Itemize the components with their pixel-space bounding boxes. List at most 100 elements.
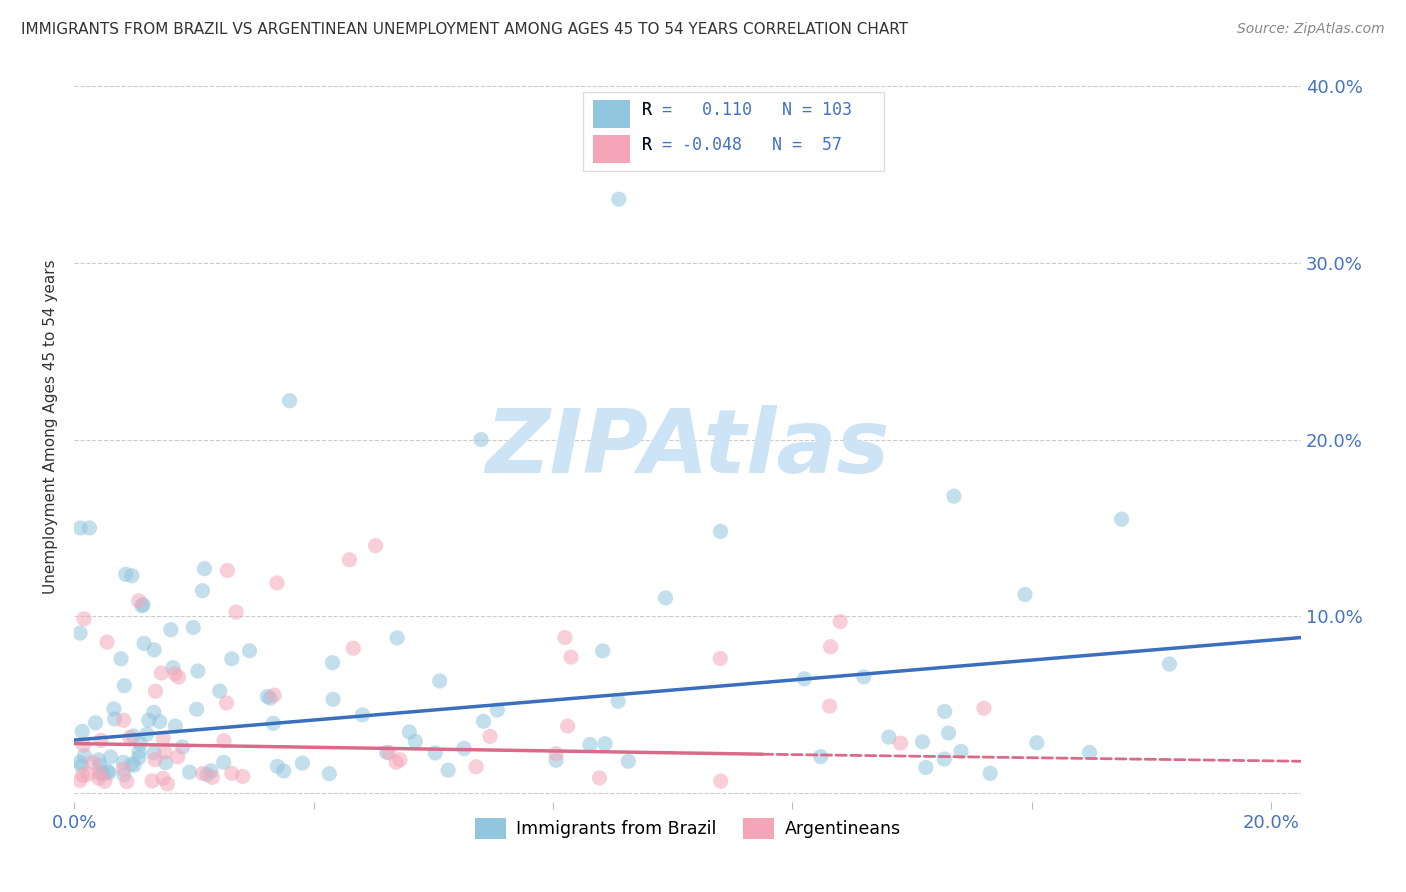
Point — [212, 733, 235, 747]
Point — [145, 684, 167, 698]
Point — [104, 712, 127, 726]
Point — [112, 762, 135, 776]
Point — [453, 741, 475, 756]
Point — [115, 774, 138, 789]
Point — [128, 594, 150, 608]
Point — [208, 684, 231, 698]
Point — [110, 652, 132, 666]
Point — [128, 745, 150, 759]
Point — [191, 766, 214, 780]
Point — [138, 713, 160, 727]
Bar — [593, 100, 630, 128]
Point — [278, 393, 301, 408]
Point — [89, 766, 111, 780]
Point — [593, 737, 616, 751]
Point — [200, 764, 222, 778]
Point — [820, 640, 842, 654]
Point — [465, 760, 488, 774]
Point — [135, 727, 157, 741]
Point — [425, 746, 447, 760]
Point — [852, 670, 875, 684]
Point — [266, 759, 288, 773]
Text: R =   0.110   N = 103: R = 0.110 N = 103 — [643, 101, 852, 119]
Point — [112, 714, 135, 728]
Text: R = -0.048   N =  57: R = -0.048 N = 57 — [643, 136, 842, 153]
Point — [131, 599, 153, 613]
Point — [77, 767, 100, 781]
Point — [165, 719, 187, 733]
Point — [557, 719, 579, 733]
Point — [156, 777, 179, 791]
Point — [607, 694, 630, 708]
Point — [546, 753, 568, 767]
Point — [82, 756, 104, 770]
Point — [122, 729, 145, 743]
Point — [934, 752, 956, 766]
Point — [342, 641, 364, 656]
Point — [388, 753, 411, 767]
Point — [979, 766, 1001, 780]
Point — [114, 567, 136, 582]
Point — [143, 753, 166, 767]
Point — [322, 692, 344, 706]
Point — [72, 738, 94, 752]
Point — [141, 773, 163, 788]
Point — [793, 672, 815, 686]
Point — [973, 701, 995, 715]
Point — [364, 539, 387, 553]
Point — [375, 746, 398, 760]
Point — [142, 706, 165, 720]
Point — [97, 765, 120, 780]
Point — [186, 702, 208, 716]
Point — [877, 730, 900, 744]
Point — [112, 756, 135, 770]
Point — [212, 756, 235, 770]
Point — [94, 774, 117, 789]
Point — [73, 748, 96, 763]
Y-axis label: Unemployment Among Ages 45 to 54 years: Unemployment Among Ages 45 to 54 years — [44, 259, 58, 593]
Point — [89, 758, 111, 772]
Point — [73, 612, 96, 626]
Point — [1014, 587, 1036, 601]
Point — [129, 737, 152, 751]
Point — [263, 688, 285, 702]
Point — [143, 643, 166, 657]
Point — [709, 524, 731, 539]
Point — [121, 756, 143, 771]
Point — [179, 765, 201, 780]
Legend: Immigrants from Brazil, Argentineans: Immigrants from Brazil, Argentineans — [468, 811, 907, 846]
Point — [69, 756, 91, 770]
Point — [181, 620, 204, 634]
Point — [225, 605, 247, 619]
Point — [914, 760, 936, 774]
Point — [91, 766, 114, 780]
Point — [112, 768, 135, 782]
Point — [385, 631, 408, 645]
Point — [472, 714, 495, 729]
Point — [191, 583, 214, 598]
Point — [554, 631, 576, 645]
Point — [70, 724, 93, 739]
Point — [90, 733, 112, 747]
Point — [132, 636, 155, 650]
Point — [938, 726, 960, 740]
Point — [69, 521, 91, 535]
Point — [259, 691, 281, 706]
Point — [238, 644, 260, 658]
Point — [217, 564, 239, 578]
Point — [122, 758, 145, 772]
Point — [103, 702, 125, 716]
Point — [291, 756, 314, 770]
Point — [152, 772, 174, 786]
Point — [429, 673, 451, 688]
Point — [69, 626, 91, 640]
Point — [437, 763, 460, 777]
Point — [187, 664, 209, 678]
Point — [560, 650, 582, 665]
Point — [149, 714, 172, 729]
Point — [470, 433, 492, 447]
Text: R: R — [643, 101, 652, 119]
Point — [710, 774, 733, 789]
Point — [153, 745, 176, 759]
Point — [79, 521, 101, 535]
